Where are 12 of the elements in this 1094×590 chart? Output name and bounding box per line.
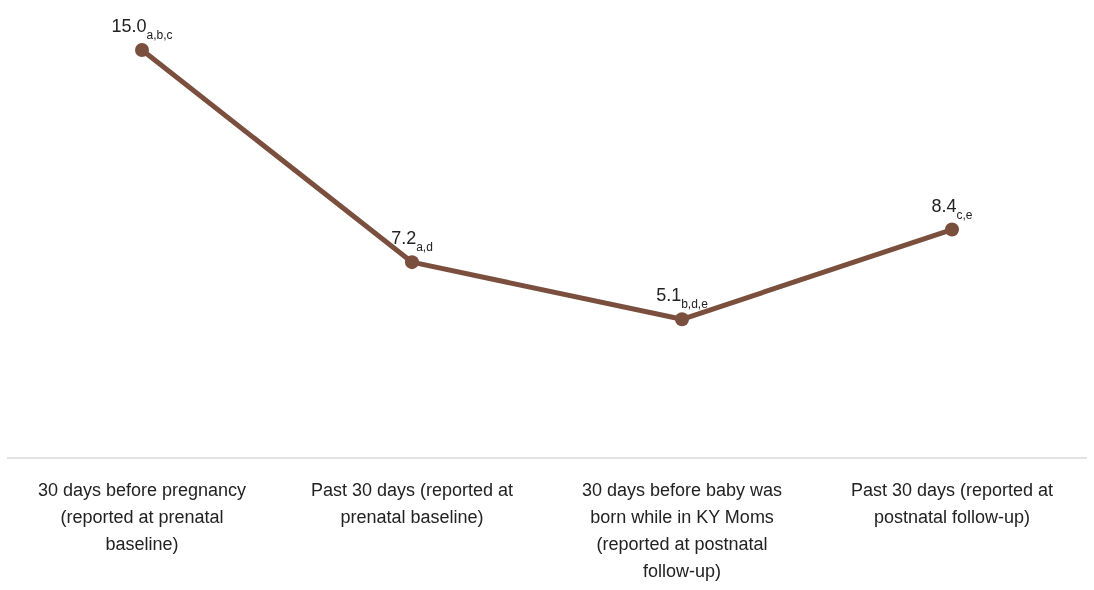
point [405, 255, 419, 270]
point [135, 43, 149, 57]
x-tick-label: 30 days before baby was born while in KY Moms (reported at postnatal follow-up) [581, 480, 783, 581]
data-label: 8.4$_{c,e}$ [931, 195, 973, 222]
data-label: 15.0$_{a,b,c}$ [111, 16, 173, 42]
x-tick-label: 30 days before pregnancy (reported at prenatal baseline) [37, 480, 247, 554]
point [945, 222, 959, 237]
x-tick-label: Past 30 days (reported at postnatal follow-up) [850, 480, 1054, 527]
point [675, 312, 689, 327]
data-label: 5.1$_{b,d,e}$ [656, 285, 709, 312]
data-label: 7.2$_{a,d}$ [391, 228, 433, 255]
x-tick-label: Past 30 days (reported at prenatal baseline) [310, 480, 514, 527]
